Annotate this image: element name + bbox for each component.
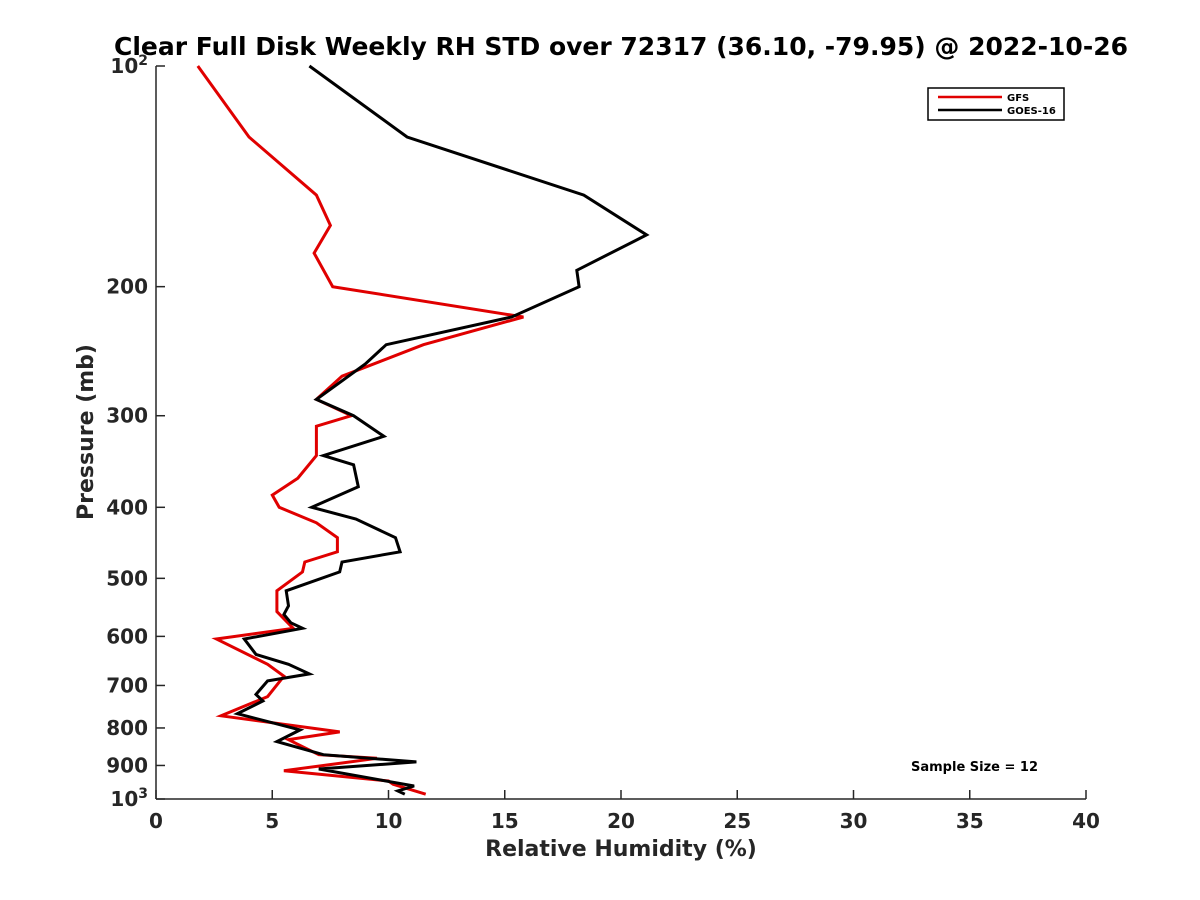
x-tick-label: 15 — [491, 809, 519, 833]
plot-area — [156, 66, 1086, 799]
legend-label-goes-16: GOES-16 — [1007, 106, 1056, 117]
y-tick-label: 700 — [106, 673, 148, 697]
series-lines — [196, 64, 650, 796]
y-tick-label: 300 — [106, 404, 148, 428]
y-tick-label: 102 — [110, 53, 148, 78]
legend: GFS GOES-16 — [927, 87, 1065, 121]
x-tick-label: 0 — [149, 809, 163, 833]
x-axis-ticks: 0 5 10 15 20 25 30 35 40 — [149, 790, 1100, 833]
series-line-goes-16 — [233, 64, 650, 796]
sample-size-annotation: Sample Size = 12 — [911, 760, 1038, 775]
x-tick-label: 25 — [723, 809, 751, 833]
x-tick-label: 20 — [607, 809, 635, 833]
y-tick-label: 900 — [106, 753, 148, 777]
chart-title: Clear Full Disk Weekly RH STD over 72317… — [114, 32, 1128, 61]
x-tick-label: 40 — [1072, 809, 1100, 833]
legend-label-gfs: GFS — [1007, 93, 1029, 104]
y-tick-label: 400 — [106, 495, 148, 519]
y-tick-label: 103 — [110, 786, 148, 811]
y-axis-label: Pressure (mb) — [74, 344, 99, 520]
y-axis-ticks: 102 200 300 400 500 600 700 800 900 103 — [106, 53, 165, 811]
y-tick-label: 200 — [106, 275, 148, 299]
y-tick-label: 500 — [106, 566, 148, 590]
y-tick-label: 800 — [106, 716, 148, 740]
y-tick-label: 600 — [106, 624, 148, 648]
x-tick-label: 5 — [265, 809, 279, 833]
x-axis-label: Relative Humidity (%) — [485, 837, 757, 862]
x-tick-label: 35 — [956, 809, 984, 833]
legend-box — [927, 87, 1065, 121]
x-tick-label: 10 — [375, 809, 403, 833]
x-tick-label: 30 — [840, 809, 868, 833]
